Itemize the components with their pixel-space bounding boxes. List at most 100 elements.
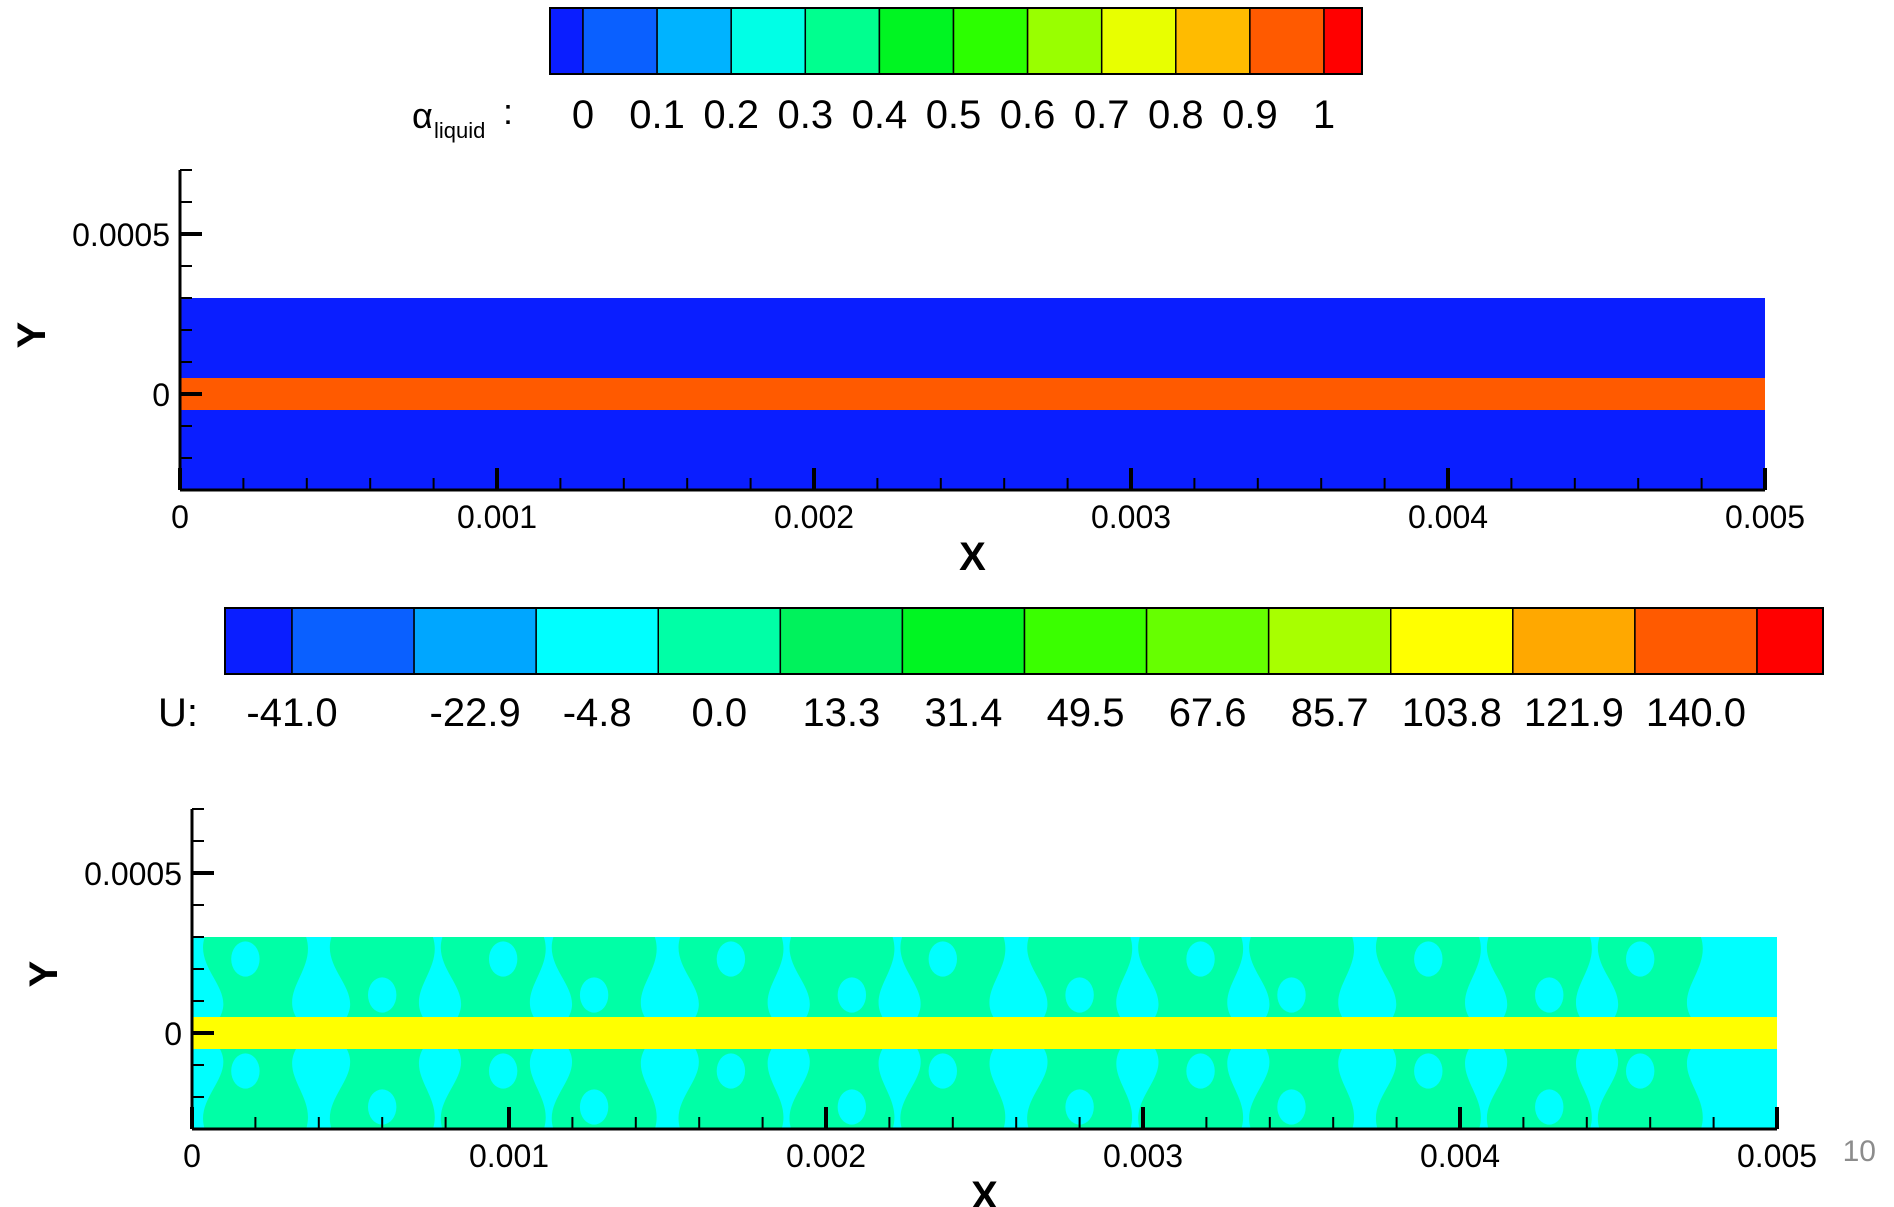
x-tick-label: 0.004 [1420, 1138, 1500, 1174]
contour-pattern [203, 937, 1703, 1017]
velocity-colorbar-tick-label: -4.8 [563, 691, 632, 735]
y-tick-label: 0 [164, 1016, 182, 1052]
contour-island [1277, 977, 1306, 1013]
velocity-colorbar-tick-label: 103.8 [1402, 691, 1502, 735]
velocity-colorbar-tick-label: 13.3 [802, 691, 880, 735]
alpha-colorbar-frame [549, 7, 1363, 75]
contour-region [180, 410, 1765, 490]
alpha-colorbar-tick-label: 0.5 [926, 93, 982, 137]
alpha-colon: : [503, 91, 513, 132]
contour-island [928, 941, 958, 977]
contour-island [1065, 977, 1094, 1013]
contour-island [1535, 977, 1564, 1013]
alpha-colorbar-swatch [804, 7, 881, 75]
contour-blob [1138, 1049, 1244, 1129]
alpha-colorbar-swatch [730, 7, 807, 75]
velocity-colorbar-swatch [535, 607, 660, 675]
velocity-colorbar-tick-label: 140.0 [1646, 691, 1746, 735]
contour-blob [1027, 937, 1133, 1017]
contour-blob [1249, 937, 1355, 1017]
velocity-colorbar-swatch [901, 607, 1026, 675]
contour-blob [551, 1049, 657, 1129]
velocity-colorbar-swatch [1023, 607, 1148, 675]
contour-region [180, 378, 1765, 410]
alpha-symbol: α [412, 95, 433, 136]
contour-blob [900, 937, 1006, 1017]
contour-blob [440, 1049, 546, 1129]
x-tick-label: 0.003 [1103, 1138, 1183, 1174]
x-tick-label: 0.005 [1725, 499, 1805, 535]
x-tick-label: 0.003 [1091, 499, 1171, 535]
x-axis-label: X [971, 1174, 998, 1207]
y-axis-label: Y [22, 960, 66, 987]
x-tick-label: 0.001 [457, 499, 537, 535]
contour-blob [1597, 937, 1703, 1017]
x-tick-label: 0 [171, 499, 189, 535]
contour-blob [551, 937, 657, 1017]
contour-island [488, 941, 518, 977]
alpha-colorbar-tick-label: 0.7 [1074, 93, 1130, 137]
contour-blob [900, 1049, 1006, 1129]
alpha-colorbar-swatch [952, 7, 1029, 75]
contour-island [1535, 1089, 1564, 1125]
contour-island [367, 1089, 397, 1125]
alpha-colorbar-tick-label: 0.6 [1000, 93, 1056, 137]
alpha-colorbar-swatch [1100, 7, 1177, 75]
contour-island [1186, 941, 1215, 977]
velocity-colorbar-tick-label: 0.0 [691, 691, 747, 735]
contour-island [488, 1053, 518, 1089]
velocity-colorbar-tick-label: 67.6 [1169, 691, 1247, 735]
alpha-colorbar-tick-label: 0.3 [777, 93, 833, 137]
velocity-colorbar-label: U: [158, 691, 198, 735]
x-tick-label: 0 [183, 1138, 201, 1174]
contour-blob [1027, 1049, 1133, 1129]
alpha-colorbar-tick-label: 0.4 [852, 93, 908, 137]
alpha-colorbar: 0 0.1 0.2 0.3 0.4 0.5 0.6 0.7 0.8 0.9 1 [549, 7, 1363, 137]
contour-blob [329, 1049, 435, 1129]
alpha-subscript: liquid [434, 118, 485, 143]
velocity-colorbar-swatch [1390, 607, 1514, 675]
contour-island [837, 977, 867, 1013]
alpha-colorbar-tick-label: 1 [1313, 93, 1335, 137]
contour-blob [678, 1049, 784, 1129]
alpha-colorbar-tick-label: 0 [572, 93, 594, 137]
alpha-colorbar-swatch [878, 7, 955, 75]
alpha-colorbar-swatch [1026, 7, 1103, 75]
alpha-colorbar-tick-label: 0.8 [1148, 93, 1204, 137]
contour-blob [329, 937, 435, 1017]
alpha-colorbar-label: α liquid : [412, 91, 513, 143]
contour-island [1065, 1089, 1094, 1125]
alpha-colorbar-swatch [1249, 7, 1325, 75]
contour-pattern [203, 1049, 1703, 1129]
contour-blob [1486, 937, 1592, 1017]
velocity-colorbar-tick-label: 85.7 [1291, 691, 1369, 735]
contour-blob [1486, 1049, 1592, 1129]
x-tick-label: 0.005 [1737, 1138, 1817, 1174]
velocity-colorbar-swatch [1145, 607, 1270, 675]
contour-island [579, 977, 609, 1013]
contour-island [1277, 1089, 1306, 1125]
velocity-colorbar-swatch [413, 607, 537, 675]
velocity-colorbar-swatch [1756, 607, 1824, 675]
contour-island [231, 941, 260, 977]
contour-island [716, 941, 746, 977]
velocity-colorbar-swatch [1267, 607, 1392, 675]
alpha-colorbar-swatch [656, 7, 732, 75]
contour-island [1414, 1053, 1443, 1089]
velocity-colorbar: -41.0 -22.9 -4.8 0.0 13.3 31.4 49.5 67.6 85.7 103… [224, 607, 1824, 735]
contour-island [928, 1053, 958, 1089]
velocity-colorbar-swatch [224, 607, 293, 675]
x-tick-label: 0.002 [774, 499, 854, 535]
alpha-colorbar-swatch [582, 7, 658, 75]
y-tick-label: 0.0005 [84, 856, 182, 892]
contour-island [716, 1053, 746, 1089]
contour-blob [678, 937, 784, 1017]
y-tick-label: 0.0005 [72, 217, 170, 253]
contour-blob [440, 937, 546, 1017]
contour-island [579, 1089, 609, 1125]
velocity-colorbar-tick-label: 31.4 [925, 691, 1003, 735]
alpha-colorbar-tick-label: 0.2 [703, 93, 759, 137]
contour-region [180, 298, 1765, 378]
velocity-colorbar-frame [224, 607, 1824, 675]
contour-blob [1597, 1049, 1703, 1129]
